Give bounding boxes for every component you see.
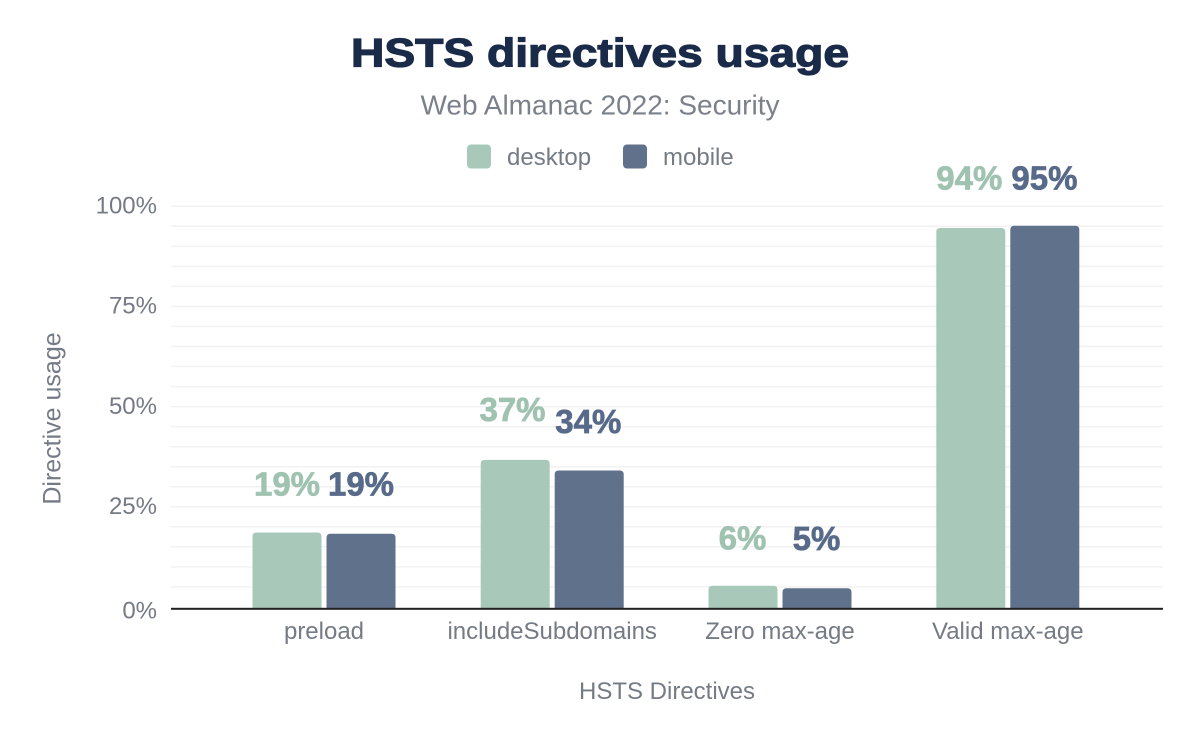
svg-text:100%: 100% <box>96 193 157 220</box>
svg-text:19%: 19% <box>254 465 320 502</box>
svg-text:Web Almanac 2022: Security: Web Almanac 2022: Security <box>420 90 779 121</box>
svg-text:37%: 37% <box>479 391 545 428</box>
svg-text:19%: 19% <box>328 465 394 502</box>
svg-text:includeSubdomains: includeSubdomains <box>447 618 656 645</box>
svg-text:75%: 75% <box>109 293 157 320</box>
svg-text:6%: 6% <box>719 520 767 557</box>
svg-text:50%: 50% <box>109 393 157 420</box>
svg-text:94%: 94% <box>936 160 1002 197</box>
svg-text:preload: preload <box>284 618 364 645</box>
svg-text:HSTS directives usage: HSTS directives usage <box>351 31 849 75</box>
svg-text:34%: 34% <box>555 403 621 440</box>
svg-text:25%: 25% <box>109 493 157 520</box>
svg-text:desktop: desktop <box>507 144 591 171</box>
svg-text:Directive usage: Directive usage <box>39 332 67 504</box>
svg-text:0%: 0% <box>122 598 157 625</box>
svg-text:5%: 5% <box>793 520 841 557</box>
svg-text:Zero max-age: Zero max-age <box>705 618 854 645</box>
svg-text:HSTS Directives: HSTS Directives <box>579 678 755 705</box>
svg-text:mobile: mobile <box>663 144 734 171</box>
svg-text:Valid max-age: Valid max-age <box>932 618 1084 645</box>
svg-text:95%: 95% <box>1011 160 1077 197</box>
